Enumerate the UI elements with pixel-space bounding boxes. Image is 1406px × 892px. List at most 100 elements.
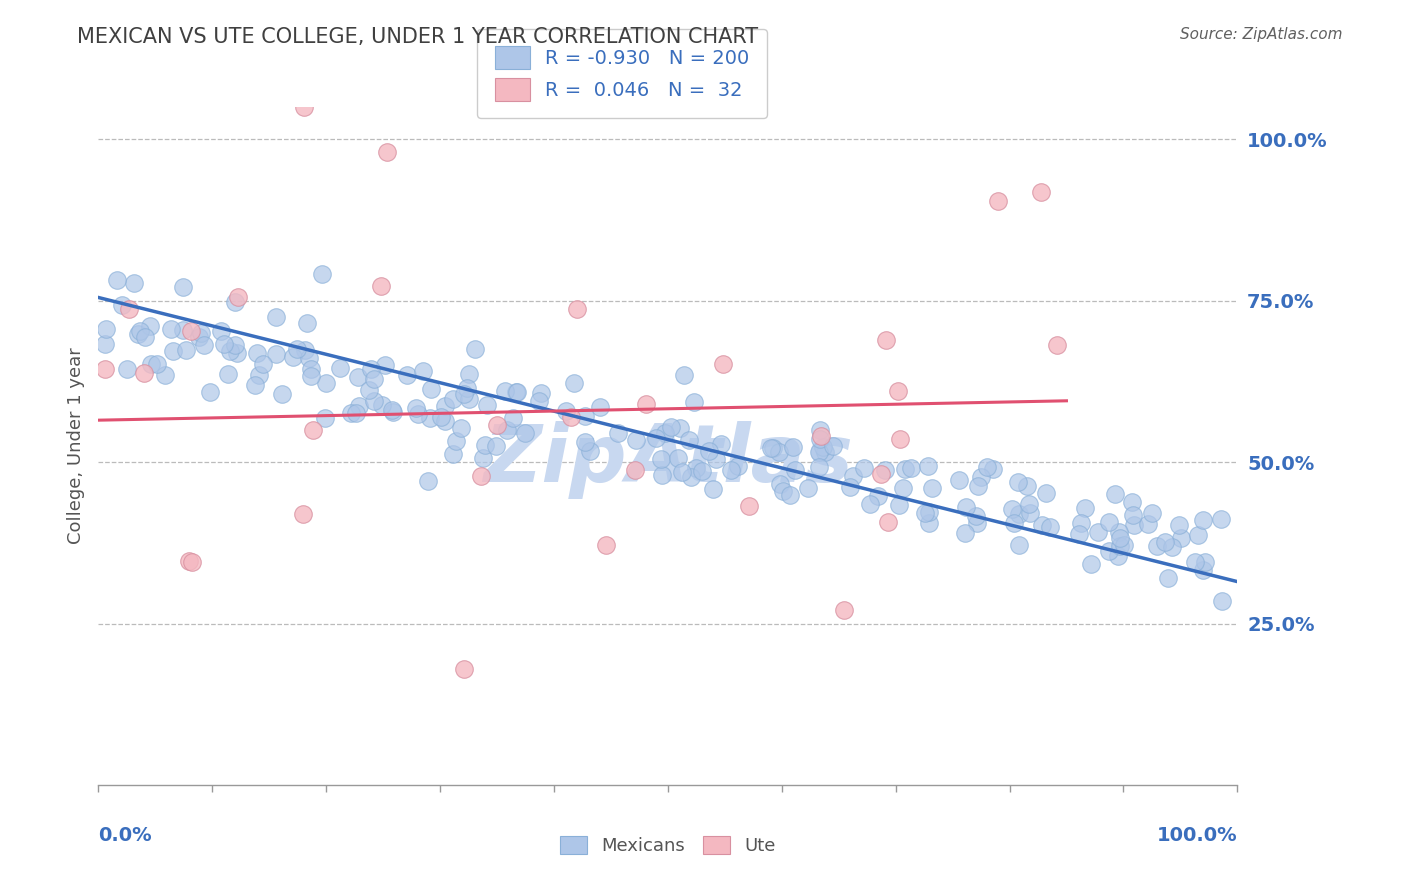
Point (624, 463, 647, 477)
Point (1170, 531, 1192, 545)
Point (948, 473, 970, 487)
Point (808, 460, 831, 475)
Point (1019, 506, 1042, 520)
Point (299, 369, 322, 384)
Point (181, 555, 204, 569)
Point (669, 421, 692, 435)
Point (953, 526, 976, 541)
Point (485, 439, 508, 453)
Point (970, 470, 993, 484)
Point (808, 432, 831, 446)
Point (807, 444, 830, 458)
Point (679, 470, 702, 484)
Point (1046, 338, 1069, 352)
Point (654, 426, 676, 441)
Point (769, 477, 792, 491)
Point (405, 401, 427, 415)
Point (1108, 524, 1130, 539)
Point (420, 382, 443, 396)
Text: MEXICAN VS UTE COLLEGE, UNDER 1 YEAR CORRELATION CHART: MEXICAN VS UTE COLLEGE, UNDER 1 YEAR COR… (77, 27, 758, 46)
Point (918, 505, 941, 519)
Point (875, 463, 897, 477)
Legend: Mexicans, Ute: Mexicans, Ute (551, 827, 785, 864)
Point (494, 384, 516, 399)
Point (1035, 485, 1057, 500)
Point (314, 410, 336, 425)
Point (374, 358, 396, 372)
Point (129, 324, 152, 338)
Point (842, 468, 865, 483)
Point (475, 399, 498, 413)
Point (198, 385, 221, 400)
Point (1154, 534, 1177, 549)
Point (209, 324, 232, 338)
Point (226, 345, 249, 359)
Point (505, 384, 527, 399)
Point (495, 424, 517, 438)
Point (967, 479, 990, 493)
Point (761, 441, 783, 455)
Point (527, 394, 550, 409)
Point (866, 489, 889, 503)
Point (565, 301, 588, 316)
Point (264, 310, 287, 325)
Point (869, 467, 891, 482)
Point (502, 411, 524, 425)
Point (823, 438, 845, 452)
Point (302, 424, 325, 438)
Point (981, 462, 1004, 476)
Point (839, 480, 862, 494)
Point (666, 450, 689, 465)
Point (702, 483, 724, 497)
Point (1140, 506, 1163, 520)
Point (1194, 555, 1216, 569)
Point (174, 343, 197, 357)
Point (889, 432, 911, 446)
Point (226, 290, 249, 304)
Text: Source: ZipAtlas.com: Source: ZipAtlas.com (1180, 27, 1343, 42)
Point (1104, 486, 1126, 500)
Point (1112, 538, 1135, 552)
Point (1146, 539, 1168, 553)
Point (360, 361, 382, 376)
Point (292, 100, 315, 114)
Point (224, 337, 246, 351)
Point (419, 410, 441, 425)
Point (1002, 516, 1025, 530)
Point (697, 443, 720, 458)
Point (180, 324, 202, 338)
Point (122, 276, 145, 290)
Point (797, 481, 820, 495)
Point (810, 429, 832, 443)
Point (811, 440, 834, 454)
Point (485, 418, 508, 433)
Point (710, 437, 733, 451)
Point (139, 319, 162, 334)
Y-axis label: College, Under 1 year: College, Under 1 year (66, 348, 84, 544)
Text: 0.0%: 0.0% (98, 826, 152, 845)
Point (408, 407, 430, 421)
Point (441, 446, 464, 460)
Point (513, 425, 536, 440)
Point (363, 393, 385, 408)
Point (886, 384, 908, 398)
Point (162, 344, 184, 359)
Point (217, 367, 239, 381)
Point (762, 441, 785, 455)
Point (132, 366, 155, 380)
Point (146, 357, 169, 371)
Point (914, 506, 936, 520)
Point (315, 376, 337, 390)
Point (506, 384, 529, 399)
Point (782, 440, 804, 454)
Point (606, 425, 628, 440)
Point (246, 346, 269, 360)
Point (247, 368, 270, 383)
Point (875, 333, 897, 347)
Point (311, 268, 333, 282)
Point (224, 295, 246, 310)
Point (243, 378, 266, 392)
Point (1098, 515, 1121, 529)
Point (813, 444, 835, 458)
Point (1080, 557, 1102, 571)
